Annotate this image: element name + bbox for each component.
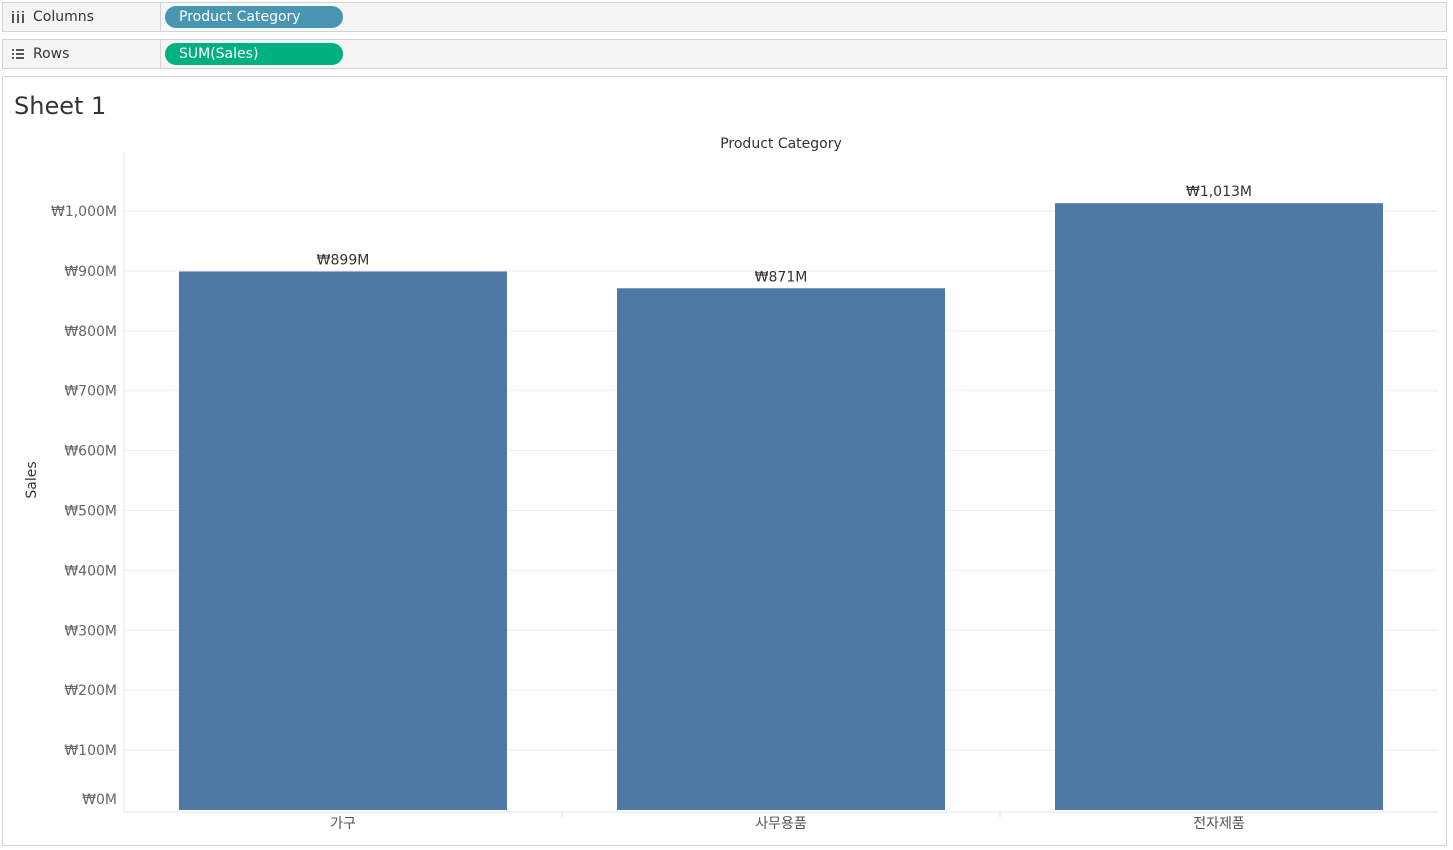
rows-icon <box>11 47 27 61</box>
y-tick-label: ₩900M <box>64 264 117 280</box>
data-labels: ₩899M ₩871M ₩1,013M <box>317 184 1252 285</box>
columns-label-text: Columns <box>33 9 94 25</box>
category-label[interactable]: 전자제품 <box>1193 816 1245 832</box>
sheet-title: Sheet 1 <box>14 92 107 120</box>
column-header-title: Product Category <box>720 136 842 152</box>
y-tick-label: ₩1,000M <box>51 204 117 220</box>
rows-label-text: Rows <box>33 46 70 62</box>
bar-value-label: ₩1,013M <box>1186 184 1252 200</box>
bars <box>179 203 1383 810</box>
category-label[interactable]: 가구 <box>330 816 356 832</box>
columns-icon <box>11 10 27 24</box>
columns-shelf: Columns Product Category <box>2 2 1447 32</box>
y-tick-label: ₩600M <box>64 444 117 460</box>
sum-sales-pill[interactable]: SUM(Sales) <box>165 43 343 65</box>
y-tick-label: ₩100M <box>64 743 117 759</box>
bar[interactable] <box>179 271 507 810</box>
y-tick-label: ₩800M <box>64 324 117 340</box>
bar[interactable] <box>1055 203 1383 810</box>
category-label[interactable]: 사무용품 <box>755 816 807 832</box>
y-tick-label: ₩500M <box>64 504 117 520</box>
product-category-pill[interactable]: Product Category <box>165 6 343 28</box>
bar-value-label: ₩899M <box>317 252 370 268</box>
bar[interactable] <box>617 288 945 810</box>
y-axis-title: Sales <box>24 461 40 498</box>
y-tick-label: ₩200M <box>64 683 117 699</box>
columns-shelf-label: Columns <box>3 3 161 31</box>
y-tick-label: ₩700M <box>64 384 117 400</box>
y-tick-labels: ₩0M ₩100M ₩200M ₩300M ₩400M ₩500M ₩600M ₩700M ₩8… <box>51 204 117 808</box>
rows-shelf: Rows SUM(Sales) <box>2 39 1447 69</box>
y-tick-label: ₩400M <box>64 563 117 579</box>
y-tick-label: ₩0M <box>82 792 117 808</box>
bar-value-label: ₩871M <box>755 269 808 285</box>
category-labels: 가구 사무용품 전자제품 <box>330 816 1245 832</box>
rows-shelf-label: Rows <box>3 40 161 68</box>
y-tick-label: ₩300M <box>64 623 117 639</box>
